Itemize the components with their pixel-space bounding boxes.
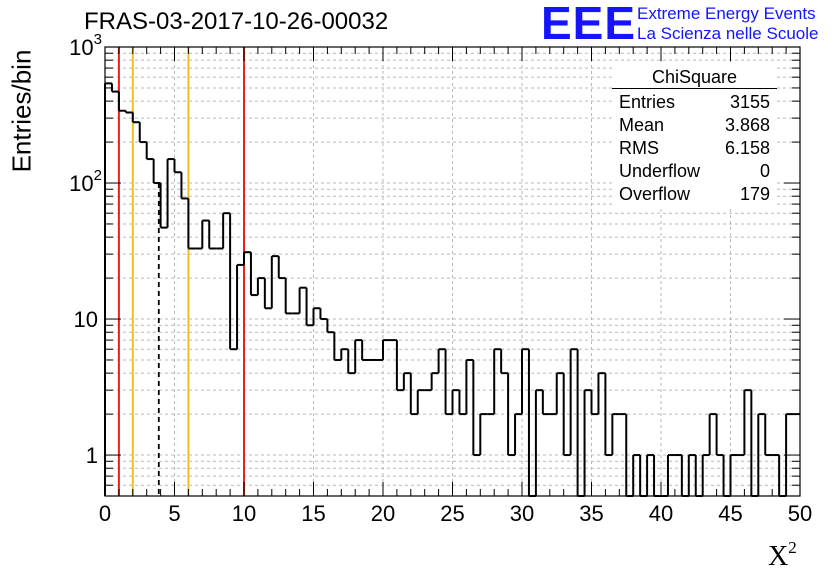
x-axis-label-base: X [768, 541, 789, 572]
y-axis-label: Entries/bin [6, 49, 37, 173]
eee-logo: EEE [541, 0, 637, 49]
stats-title: ChiSquare [612, 65, 777, 89]
x-tick-label: 50 [788, 501, 812, 526]
stats-row-underflow: Underflow 0 [612, 160, 777, 183]
stats-label: Underflow [619, 161, 701, 181]
logo-line-1: Extreme Energy Events [637, 4, 816, 23]
stats-row-overflow: Overflow 179 [612, 183, 777, 206]
stats-value: 0 [759, 161, 770, 181]
y-tick-exponent: 3 [94, 31, 102, 48]
stats-row-mean: Mean 3.868 [612, 114, 777, 137]
stats-label: Overflow [619, 184, 691, 204]
x-tick-label: 25 [440, 501, 464, 526]
x-axis-label: X2 [768, 538, 797, 573]
y-tick-label: 102 [69, 167, 102, 196]
y-tick-exponent: 2 [94, 167, 102, 184]
stats-label: Mean [619, 115, 665, 135]
stats-label: Entries [619, 92, 676, 112]
x-tick-label: 5 [168, 501, 180, 526]
reference-lines [117, 47, 245, 496]
y-tick-label: 1 [86, 443, 98, 468]
y-tick-label: 103 [69, 31, 102, 60]
stats-row-entries: Entries 3155 [612, 91, 777, 114]
x-tick-label: 45 [718, 501, 742, 526]
y-tick-mantissa: 10 [69, 171, 93, 196]
x-axis-label-superscript: 2 [788, 538, 797, 557]
x-tick-label: 35 [579, 501, 603, 526]
y-tick-mantissa: 10 [74, 307, 98, 332]
stats-value: 3.868 [724, 115, 770, 135]
stats-label: RMS [619, 138, 659, 158]
x-tick-label: 15 [301, 501, 325, 526]
stats-box: ChiSquare Entries 3155 Mean 3.868 RMS 6.158… [612, 65, 777, 206]
x-tick-label: 40 [649, 501, 673, 526]
x-tick-label: 20 [371, 501, 395, 526]
x-tick-label: 0 [99, 501, 111, 526]
x-tick-label: 10 [232, 501, 256, 526]
stats-row-rms: RMS 6.158 [612, 137, 777, 160]
logo-line-2: La Scienza nelle Scuole [637, 24, 819, 43]
stats-value: 179 [739, 184, 770, 204]
y-tick-mantissa: 1 [86, 443, 98, 468]
stats-value: 3155 [729, 92, 770, 112]
x-axis: 0 5 10 15 20 25 30 35 40 45 50 [99, 47, 812, 526]
x-tick-label: 30 [510, 501, 534, 526]
y-tick-mantissa: 10 [69, 35, 93, 60]
stats-value: 6.158 [724, 138, 770, 158]
y-tick-label: 10 [74, 307, 98, 332]
chart-title: FRAS-03-2017-10-26-00032 [84, 8, 389, 35]
